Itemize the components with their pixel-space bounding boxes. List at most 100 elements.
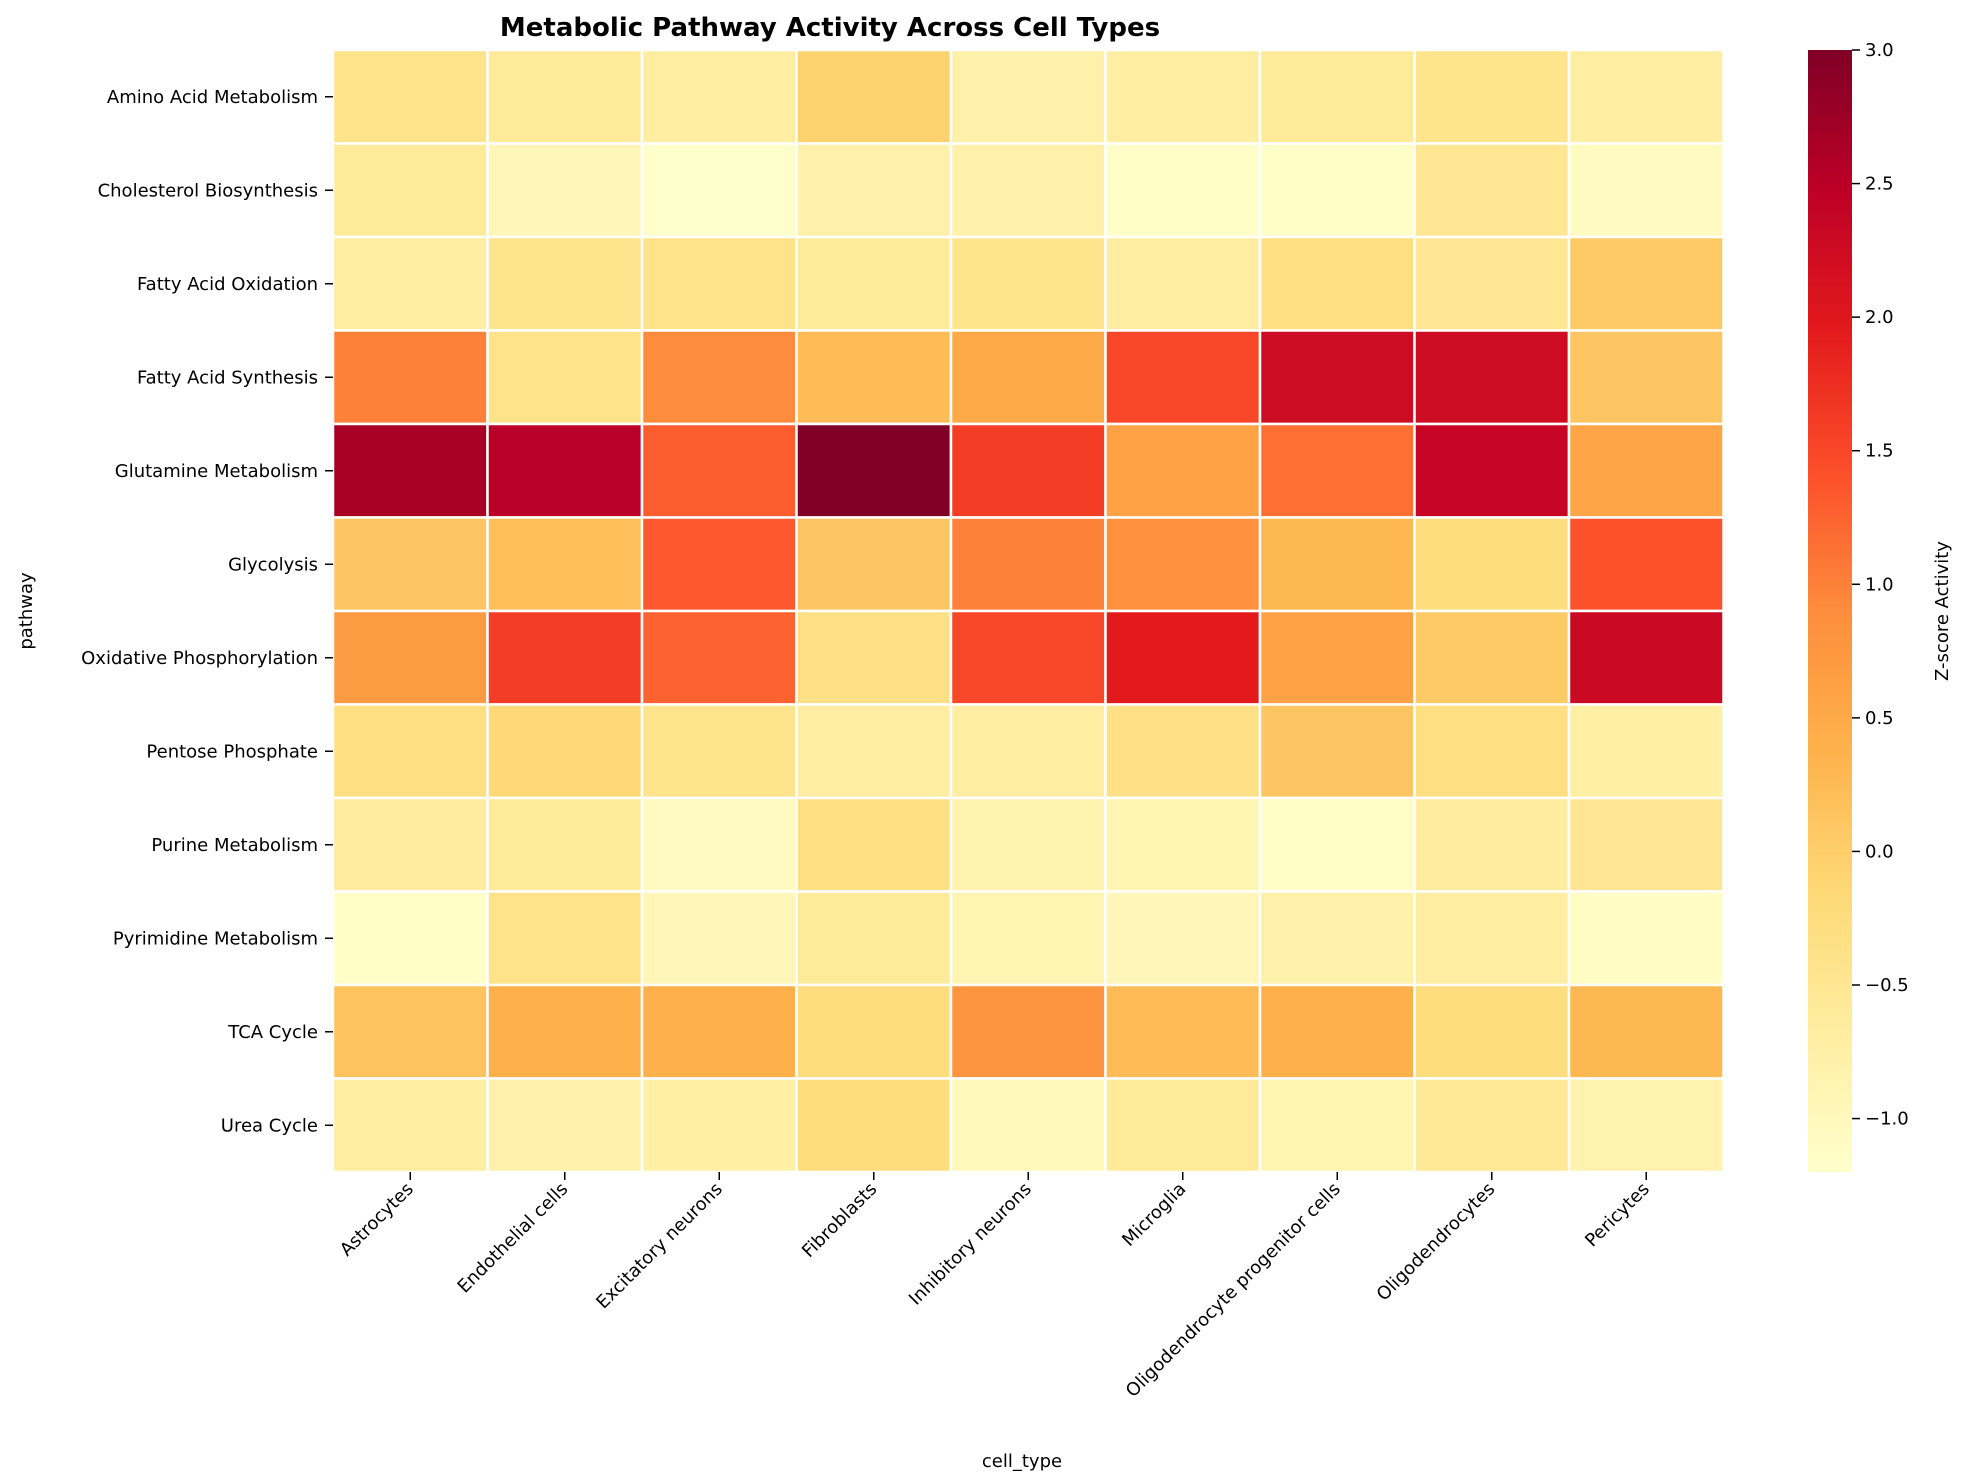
heatmap-cells: [331, 48, 1725, 1174]
x-axis-label: cell_type: [982, 1451, 1062, 1472]
heatmap-cell: [640, 329, 798, 426]
heatmap-cell: [1567, 516, 1725, 613]
heatmap-cell: [1258, 983, 1416, 1080]
heatmap-cell: [486, 516, 644, 613]
heatmap-cell: [1413, 142, 1571, 239]
colorbar-label: Z-score Activity: [1932, 541, 1953, 681]
heatmap-cell: [795, 1077, 953, 1174]
heatmap-cell: [795, 422, 953, 519]
heatmap-cell: [1104, 235, 1262, 332]
colorbar-tick-label: 0.0: [1865, 841, 1894, 862]
heatmap-cell: [486, 609, 644, 706]
heatmap-cell: [949, 329, 1107, 426]
heatmap-cell: [1567, 609, 1725, 706]
heatmap-cell: [1104, 796, 1262, 893]
heatmap-cell: [1104, 48, 1262, 145]
heatmap-cell: [949, 703, 1107, 800]
heatmap-cell: [1413, 703, 1571, 800]
colorbar-tick-label: 2.5: [1865, 174, 1894, 195]
heatmap-cell: [486, 796, 644, 893]
heatmap-cell: [795, 48, 953, 145]
heatmap-cell: [486, 142, 644, 239]
heatmap-cell: [1413, 1077, 1571, 1174]
y-tick-label: TCA Cycle: [227, 1022, 318, 1043]
heatmap-cell: [949, 48, 1107, 145]
heatmap-cell: [949, 235, 1107, 332]
heatmap-cell: [640, 235, 798, 332]
heatmap-cell: [640, 48, 798, 145]
heatmap-cell: [640, 1077, 798, 1174]
heatmap-cell: [331, 609, 489, 706]
heatmap-cell: [640, 422, 798, 519]
y-tick-label: Fatty Acid Oxidation: [137, 274, 318, 295]
colorbar: [1808, 50, 1852, 1172]
heatmap-cell: [486, 703, 644, 800]
y-tick-label: Glutamine Metabolism: [115, 461, 318, 482]
heatmap-cell: [949, 983, 1107, 1080]
heatmap-cell: [640, 890, 798, 987]
heatmap-cell: [331, 48, 489, 145]
heatmap-cell: [1104, 890, 1262, 987]
heatmap-cell: [1104, 329, 1262, 426]
heatmap-cell: [1258, 48, 1416, 145]
heatmap-cell: [486, 983, 644, 1080]
heatmap-cell: [949, 142, 1107, 239]
heatmap-cell: [331, 516, 489, 613]
y-tick-label: Purine Metabolism: [151, 835, 318, 856]
x-tick-label: Oligodendrocytes: [1373, 1179, 1500, 1306]
x-tick-label: Microglia: [1118, 1179, 1190, 1251]
heatmap-cell: [1413, 983, 1571, 1080]
y-axis-label: pathway: [16, 572, 37, 650]
heatmap-cell: [640, 609, 798, 706]
heatmap-cell: [1258, 422, 1416, 519]
heatmap-cell: [949, 516, 1107, 613]
heatmap-cell: [331, 703, 489, 800]
heatmap-cell: [795, 890, 953, 987]
colorbar-tick-label: 2.0: [1865, 307, 1894, 328]
heatmap-cell: [1413, 796, 1571, 893]
heatmap-cell: [1567, 796, 1725, 893]
heatmap-cell: [1567, 422, 1725, 519]
heatmap-cell: [795, 329, 953, 426]
heatmap-cell: [1104, 516, 1262, 613]
heatmap-cell: [1258, 796, 1416, 893]
heatmap-cell: [949, 890, 1107, 987]
heatmap-cell: [1567, 235, 1725, 332]
heatmap-cell: [795, 983, 953, 1080]
heatmap-cell: [1413, 329, 1571, 426]
heatmap-cell: [331, 796, 489, 893]
heatmap-cell: [486, 890, 644, 987]
heatmap-cell: [1258, 609, 1416, 706]
heatmap-cell: [1104, 1077, 1262, 1174]
colorbar-ticks: 3.0 2.5 2.0 1.5 1.0 0.5 0.0 −0.5 −1.0: [1852, 40, 1909, 1130]
heatmap-cell: [486, 329, 644, 426]
y-tick-label: Cholesterol Biosynthesis: [98, 180, 318, 201]
heatmap-cell: [331, 235, 489, 332]
heatmap-cell: [1258, 1077, 1416, 1174]
heatmap-cell: [949, 609, 1107, 706]
heatmap-cell: [640, 983, 798, 1080]
heatmap-cell: [795, 796, 953, 893]
heatmap-cell: [795, 142, 953, 239]
colorbar-tick-label: −1.0: [1865, 1109, 1909, 1130]
heatmap-cell: [1567, 703, 1725, 800]
y-tick-label: Amino Acid Metabolism: [107, 87, 318, 108]
heatmap-cell: [640, 703, 798, 800]
y-tick-label: Urea Cycle: [221, 1115, 318, 1136]
heatmap-cell: [331, 329, 489, 426]
heatmap-cell: [1567, 48, 1725, 145]
heatmap-cell: [486, 422, 644, 519]
x-axis-ticks: Astrocytes Endothelial cells Excitatory ne…: [336, 1172, 1654, 1402]
heatmap-cell: [1413, 422, 1571, 519]
heatmap-cell: [1258, 890, 1416, 987]
heatmap-cell: [949, 1077, 1107, 1174]
heatmap-cell: [1413, 516, 1571, 613]
heatmap-cell: [949, 422, 1107, 519]
colorbar-tick-label: 3.0: [1865, 40, 1894, 61]
heatmap-cell: [795, 516, 953, 613]
heatmap-cell: [331, 890, 489, 987]
heatmap-cell: [1258, 142, 1416, 239]
heatmap-cell: [640, 796, 798, 893]
heatmap-cell: [486, 48, 644, 145]
